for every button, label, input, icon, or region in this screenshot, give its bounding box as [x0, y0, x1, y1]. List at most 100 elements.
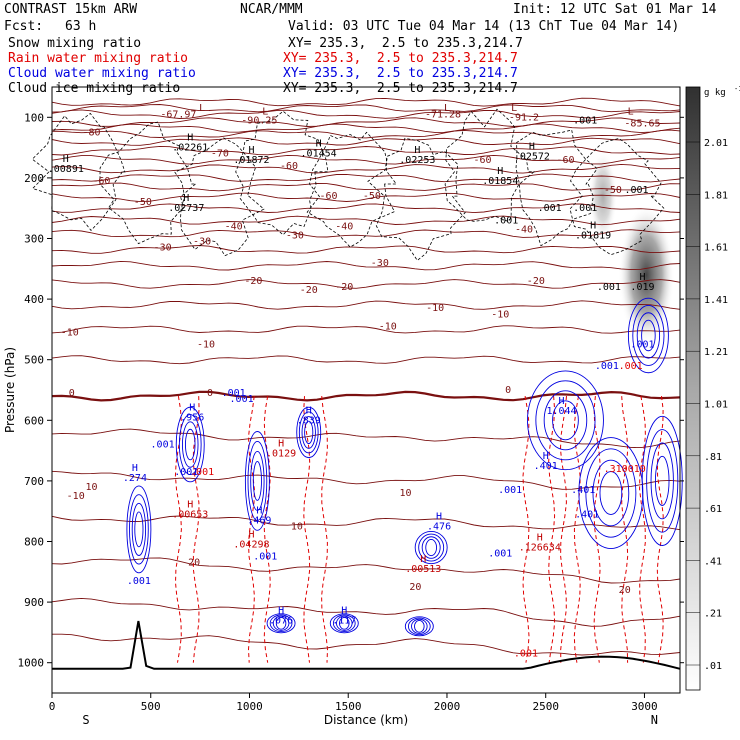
- colorbar-unit: g kg: [704, 88, 726, 98]
- colorbar-ramp: [685, 86, 701, 691]
- temperature-label-38: 20: [188, 558, 200, 569]
- temperature-label-25: -20: [527, 276, 545, 287]
- value-label-18: .310010: [604, 464, 646, 475]
- extremum-kind-12: H: [558, 396, 564, 407]
- extremum-value-0: .00891: [48, 164, 84, 175]
- colorbar-label-10: .01: [704, 661, 722, 672]
- value-label-3: .001: [538, 203, 562, 214]
- isotherm-560: [51, 390, 681, 402]
- isotherm-375: [51, 279, 681, 289]
- cloud-contour-8-1: [646, 429, 679, 533]
- isotherm-75: [51, 97, 681, 107]
- extremum-value-10: .956: [180, 412, 204, 423]
- cloud-water-contours: [126, 297, 683, 637]
- extremum-value-1: .02261: [172, 143, 208, 154]
- isotherm-760: [51, 515, 681, 531]
- value-label-14: .001: [630, 340, 654, 351]
- cloud-contour-8-3: [654, 455, 670, 506]
- extremum-kind-20: H: [537, 533, 543, 544]
- rain-contour-10: [593, 396, 601, 663]
- value-label-15: .401: [571, 485, 595, 496]
- extremum-kind-14: H: [132, 463, 138, 474]
- temperature-label-7: -60: [280, 161, 298, 172]
- colorbar-label-9: .21: [704, 609, 722, 620]
- cloud-contour-11-3: [414, 619, 425, 633]
- value-label-7: .001: [151, 440, 175, 451]
- rain-contour-4: [303, 396, 311, 663]
- colorbar-label-5: 1.01: [704, 400, 728, 411]
- direction-label-north: N: [651, 713, 658, 727]
- rain-contour-5: [321, 396, 329, 663]
- isotherm-830: [51, 557, 681, 584]
- value-label-20: .001: [190, 467, 214, 478]
- temperature-label-1: -90.25: [241, 115, 277, 126]
- init-time: Init: 12 UTC Sat 01 Mar 14: [513, 2, 717, 17]
- cloud-contour-1-2: [250, 450, 265, 511]
- colorbar-label-8: .41: [704, 556, 722, 567]
- extremum-kind-21: H: [278, 439, 284, 450]
- isotherm-270: [51, 215, 681, 226]
- isotherm-200: [51, 173, 681, 183]
- value-label-8: .001: [174, 467, 198, 478]
- temperature-label-32: 0: [207, 388, 213, 399]
- extremum-kind-10: H: [189, 402, 195, 413]
- temperature-label-19: -30: [286, 231, 304, 242]
- y-tick-label-6: 700: [24, 475, 44, 488]
- temperature-label-3: -91.2: [509, 112, 539, 123]
- valid-time: Valid: 03 UTC Tue 04 Mar 14 (13 ChT Tue …: [288, 19, 680, 34]
- cloud-contour-2-2: [301, 416, 316, 449]
- extremum-kind-6: H: [497, 166, 503, 177]
- temperature-label-9: -60: [319, 191, 337, 202]
- extremum-value-9: .019: [630, 282, 654, 293]
- cloud-contour-0-2: [181, 421, 199, 468]
- y-tick-label-5: 600: [24, 414, 44, 427]
- direction-label-south: S: [82, 713, 89, 727]
- ice-contour-8: [569, 138, 665, 256]
- ice-contour-2: [174, 137, 265, 257]
- cloud-contour-3-2: [131, 502, 147, 556]
- plot-frame: [51, 86, 681, 694]
- ice-contour-7: [515, 129, 598, 247]
- contour-labels: -67.97 -90.25 -71.28 -91.2 -85.65 -80 -70 -60 -6…: [48, 103, 661, 659]
- field-xy-snow: XY= 235.3, 2.5 to 235.3,214.7: [288, 36, 523, 51]
- isotherm-450: [51, 325, 681, 334]
- y-tick-label-7: 800: [24, 536, 44, 549]
- value-label-0: .001: [573, 115, 597, 126]
- extremum-kind-18: H: [248, 530, 254, 541]
- extremum-kind-4: H: [414, 145, 420, 156]
- temperature-label-40: 20: [619, 585, 631, 596]
- cloud-contour-9-0: [266, 613, 296, 634]
- value-label-1: .001: [573, 203, 597, 214]
- colorbar-label-6: .81: [704, 452, 722, 463]
- cloud-contour-4-0: [414, 531, 448, 565]
- isotherm-690: [51, 470, 681, 490]
- cloud-contour-2-0: [296, 406, 322, 459]
- extremum-kind-11: H: [306, 405, 312, 416]
- isotherm-620: [51, 428, 681, 449]
- field-label-cloud-water: Cloud water mixing ratio: [8, 66, 196, 81]
- field-label-cloud-ice: Cloud ice mixing ratio: [8, 81, 181, 96]
- ice-contour-3: [235, 110, 329, 236]
- extremum-kind-17: H: [187, 499, 193, 510]
- cloud-contour-9-3: [275, 616, 287, 630]
- y-axis-title: Pressure (hPa): [3, 347, 17, 433]
- x-tick-label-4: 2000: [434, 700, 461, 713]
- ice-contour-5: [367, 137, 466, 261]
- temperature-label-35: 10: [85, 482, 97, 493]
- temperature-label-34: -10: [67, 491, 85, 502]
- isotherm-900: [51, 597, 681, 627]
- y-tick-label-8: 900: [24, 596, 44, 609]
- cloud-contour-10-1: [332, 614, 356, 633]
- ice-contour-6: [444, 108, 536, 222]
- extremum-kind-16: H: [436, 511, 442, 522]
- temperature-label-12: -50: [134, 197, 152, 208]
- extremum-value-19: .00513: [405, 564, 441, 575]
- ice-contour-0: [31, 112, 126, 232]
- extremum-value-18: .04298: [233, 540, 269, 551]
- cloud-contour-2-3: [304, 420, 314, 445]
- cloud-contour-11-0: [404, 616, 434, 637]
- colorbar-label-0: 2.01: [704, 138, 728, 149]
- isotherm-155: [51, 145, 681, 156]
- temperature-label-27: -10: [491, 309, 509, 320]
- rain-contour-7: [548, 396, 556, 663]
